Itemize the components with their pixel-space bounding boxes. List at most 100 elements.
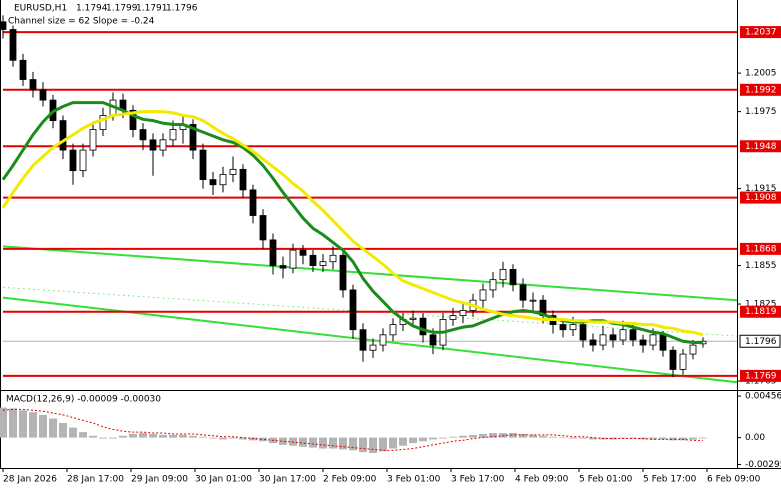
- level-label-box: [740, 242, 781, 255]
- candle-body: [559, 324, 567, 331]
- y-tick-label: 1.1915: [745, 184, 777, 194]
- level-label: 1.1769: [745, 371, 777, 381]
- level-label-box: [740, 83, 781, 96]
- close-value: 1.1796: [166, 4, 198, 14]
- macd-signal: [2, 408, 703, 451]
- macd-bar: [329, 437, 337, 449]
- macd-bar: [89, 435, 97, 438]
- macd-bar: [459, 435, 467, 438]
- candle-body: [509, 269, 517, 286]
- macd-bar: [319, 437, 327, 449]
- level-label: 1.1868: [745, 244, 777, 254]
- level-label: 1.1992: [745, 85, 777, 95]
- macd-bar: [629, 437, 637, 439]
- macd-bar: [219, 437, 227, 440]
- last-price-label: 1.1796: [745, 337, 777, 347]
- candle-body: [279, 265, 287, 269]
- candle-body: [249, 189, 257, 216]
- marks-layer: [0, 15, 707, 454]
- candle-body: [589, 339, 597, 346]
- x-tick-label: 3 Feb 17:00: [451, 475, 505, 485]
- candle-body: [629, 329, 637, 341]
- candle-body: [19, 59, 27, 80]
- level-label-box: [740, 191, 781, 204]
- channel-upper: [2, 245, 738, 302]
- macd-bar: [469, 434, 477, 438]
- candle-body: [359, 329, 367, 351]
- macd-bar: [409, 437, 417, 444]
- candle-body: [519, 284, 527, 301]
- candle-body: [419, 317, 427, 336]
- macd-bar: [669, 437, 677, 441]
- candle-body: [569, 324, 577, 331]
- level-label: 1.1819: [745, 307, 777, 317]
- level-label: 1.1908: [745, 193, 777, 203]
- candle-body: [79, 149, 87, 172]
- macd-bar: [69, 427, 77, 438]
- macd-bar: [129, 433, 137, 438]
- macd-bar: [159, 434, 167, 438]
- macd-bar: [239, 437, 247, 440]
- x-tick-label: 28 Jan 2026: [3, 475, 57, 485]
- candle-body: [459, 310, 467, 316]
- macd-bar: [109, 437, 117, 439]
- macd-bar: [419, 437, 427, 442]
- macd-y-tick-label: 0.00456: [745, 392, 781, 402]
- candle-body: [349, 289, 357, 331]
- candle-body: [139, 129, 147, 141]
- symbol-label: EURUSD,H1: [14, 4, 67, 14]
- candle-body: [89, 129, 97, 151]
- candle-body: [619, 329, 627, 341]
- macd-bar: [519, 433, 527, 438]
- x-tick-label: 30 Jan 01:00: [195, 475, 252, 485]
- y-tick-label: 1.1975: [745, 107, 777, 117]
- candle-body: [479, 289, 487, 301]
- candle-body: [229, 168, 237, 175]
- candle-body: [379, 334, 387, 346]
- macd-bar: [529, 434, 537, 438]
- macd-bar: [589, 437, 597, 440]
- candle-body: [299, 249, 307, 256]
- candle-body: [219, 174, 227, 186]
- macd-bar: [29, 412, 37, 438]
- candle-body: [199, 149, 207, 181]
- candle-body: [449, 315, 457, 320]
- candle-body: [0, 21, 7, 30]
- level-label-box: [740, 369, 781, 382]
- macd-bar: [349, 437, 357, 451]
- candle-body: [369, 344, 377, 351]
- macd-bar: [439, 437, 447, 439]
- macd-label: MACD(12,26,9) -0.00009 -0.00030: [6, 395, 161, 405]
- y-tick-label: 1.1825: [745, 300, 777, 310]
- macd-bar: [399, 437, 407, 446]
- level-label-box: [740, 305, 781, 318]
- macd-bar: [259, 437, 267, 442]
- candle-body: [389, 324, 397, 336]
- y-tick-label: 1.2005: [745, 69, 777, 79]
- candle-body: [319, 261, 327, 266]
- y-tick-label: 1.1855: [745, 261, 777, 271]
- macd-bar: [659, 437, 667, 440]
- macd-bar: [59, 423, 67, 438]
- macd-bar: [609, 437, 617, 440]
- candle-body: [689, 344, 697, 355]
- macd-y-tick-label: 0.00: [745, 433, 765, 443]
- level-label-box: [740, 140, 781, 153]
- macd-bar: [39, 414, 47, 438]
- candle-body: [259, 215, 267, 241]
- macd-bar: [19, 410, 27, 438]
- macd-bar: [569, 437, 577, 439]
- candle-body: [149, 139, 157, 151]
- macd-y-tick-label: -0.00295: [745, 460, 781, 470]
- macd-bar: [359, 437, 367, 453]
- candle-body: [329, 254, 337, 263]
- macd-bar: [139, 433, 147, 438]
- macd-bar: [479, 433, 487, 438]
- x-tick-label: 3 Feb 01:00: [387, 475, 441, 485]
- macd-bar: [189, 435, 197, 438]
- candle-body: [239, 168, 247, 191]
- moving-average: [1, 110, 704, 337]
- macd-bar: [649, 437, 657, 440]
- candle-body: [529, 299, 537, 302]
- candle-body: [189, 124, 197, 151]
